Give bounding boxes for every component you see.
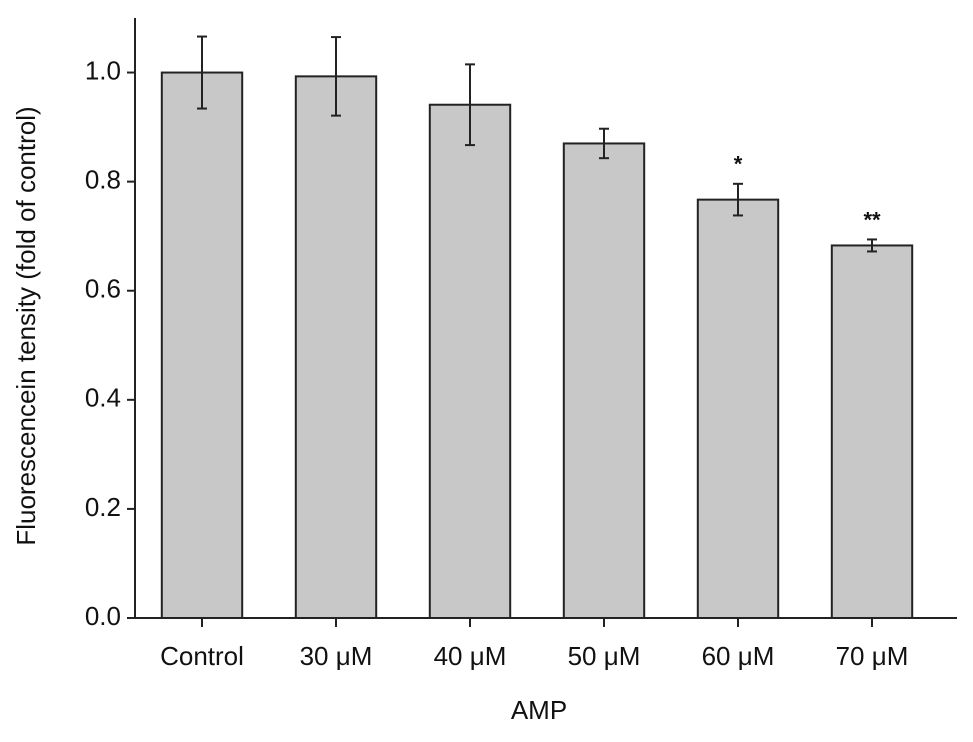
error-bar	[331, 36, 341, 117]
error-bar	[733, 182, 743, 217]
bar	[160, 71, 244, 619]
y-tick-label: 0.0	[85, 601, 121, 631]
bar	[696, 198, 780, 620]
bar	[830, 244, 914, 619]
y-tick-label: 0.2	[85, 492, 121, 522]
x-tick-label: 40 μM	[434, 641, 507, 671]
bar	[428, 103, 512, 619]
x-tick-label: Control	[160, 641, 244, 671]
y-tick-label: 0.6	[85, 274, 121, 304]
significance-label: *	[734, 152, 743, 177]
y-tick-label: 0.8	[85, 165, 121, 195]
bar	[562, 142, 646, 619]
error-bar	[197, 35, 207, 110]
x-axis-label: AMP	[511, 695, 567, 725]
x-tick-label: 50 μM	[568, 641, 641, 671]
x-tick-label: 70 μM	[836, 641, 909, 671]
error-bar	[599, 127, 609, 160]
x-tick-label: 60 μM	[702, 641, 775, 671]
x-tick-label: 30 μM	[300, 641, 373, 671]
error-bar	[465, 63, 475, 147]
y-axis-label: Fluorescencein tensity (fold of control)	[11, 106, 41, 545]
bar	[294, 75, 378, 619]
error-bar	[867, 238, 877, 253]
y-tick-label: 0.4	[85, 383, 121, 413]
significance-label: **	[863, 207, 881, 232]
y-tick-label: 1.0	[85, 55, 121, 85]
